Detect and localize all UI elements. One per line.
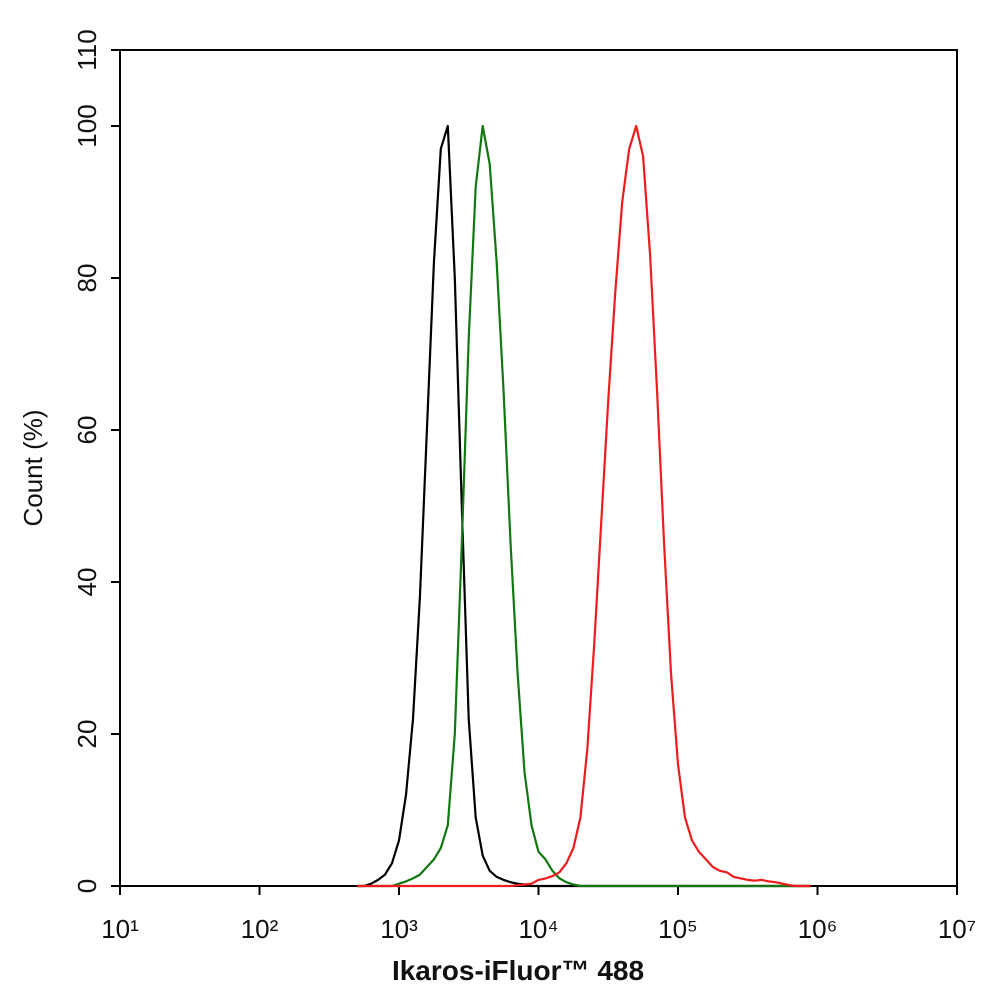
y-tick-label: 100 bbox=[72, 104, 102, 147]
x-axis-label: Ikaros-iFluor™ 488 bbox=[392, 955, 644, 986]
series-line bbox=[357, 124, 811, 888]
y-tick-label: 110 bbox=[72, 29, 102, 70]
y-tick-label: 80 bbox=[72, 264, 102, 293]
x-tick-label: 10¹ bbox=[101, 914, 139, 944]
y-tick-label: 60 bbox=[72, 416, 102, 445]
x-tick-label: 10⁴ bbox=[518, 914, 558, 944]
x-tick-label: 10⁷ bbox=[938, 914, 976, 944]
y-tick-label: 20 bbox=[72, 720, 102, 749]
y-axis-label: Count (%) bbox=[18, 409, 48, 526]
series-line bbox=[357, 124, 811, 888]
x-tick-label: 10² bbox=[241, 914, 279, 944]
plot-frame bbox=[119, 49, 958, 887]
x-tick-label: 10⁵ bbox=[658, 914, 698, 944]
series-line bbox=[357, 124, 811, 888]
y-tick-label: 40 bbox=[72, 568, 102, 597]
x-tick-label: 10⁶ bbox=[798, 914, 838, 944]
y-tick-label: 0 bbox=[72, 879, 102, 893]
x-tick-label: 10³ bbox=[380, 914, 418, 944]
